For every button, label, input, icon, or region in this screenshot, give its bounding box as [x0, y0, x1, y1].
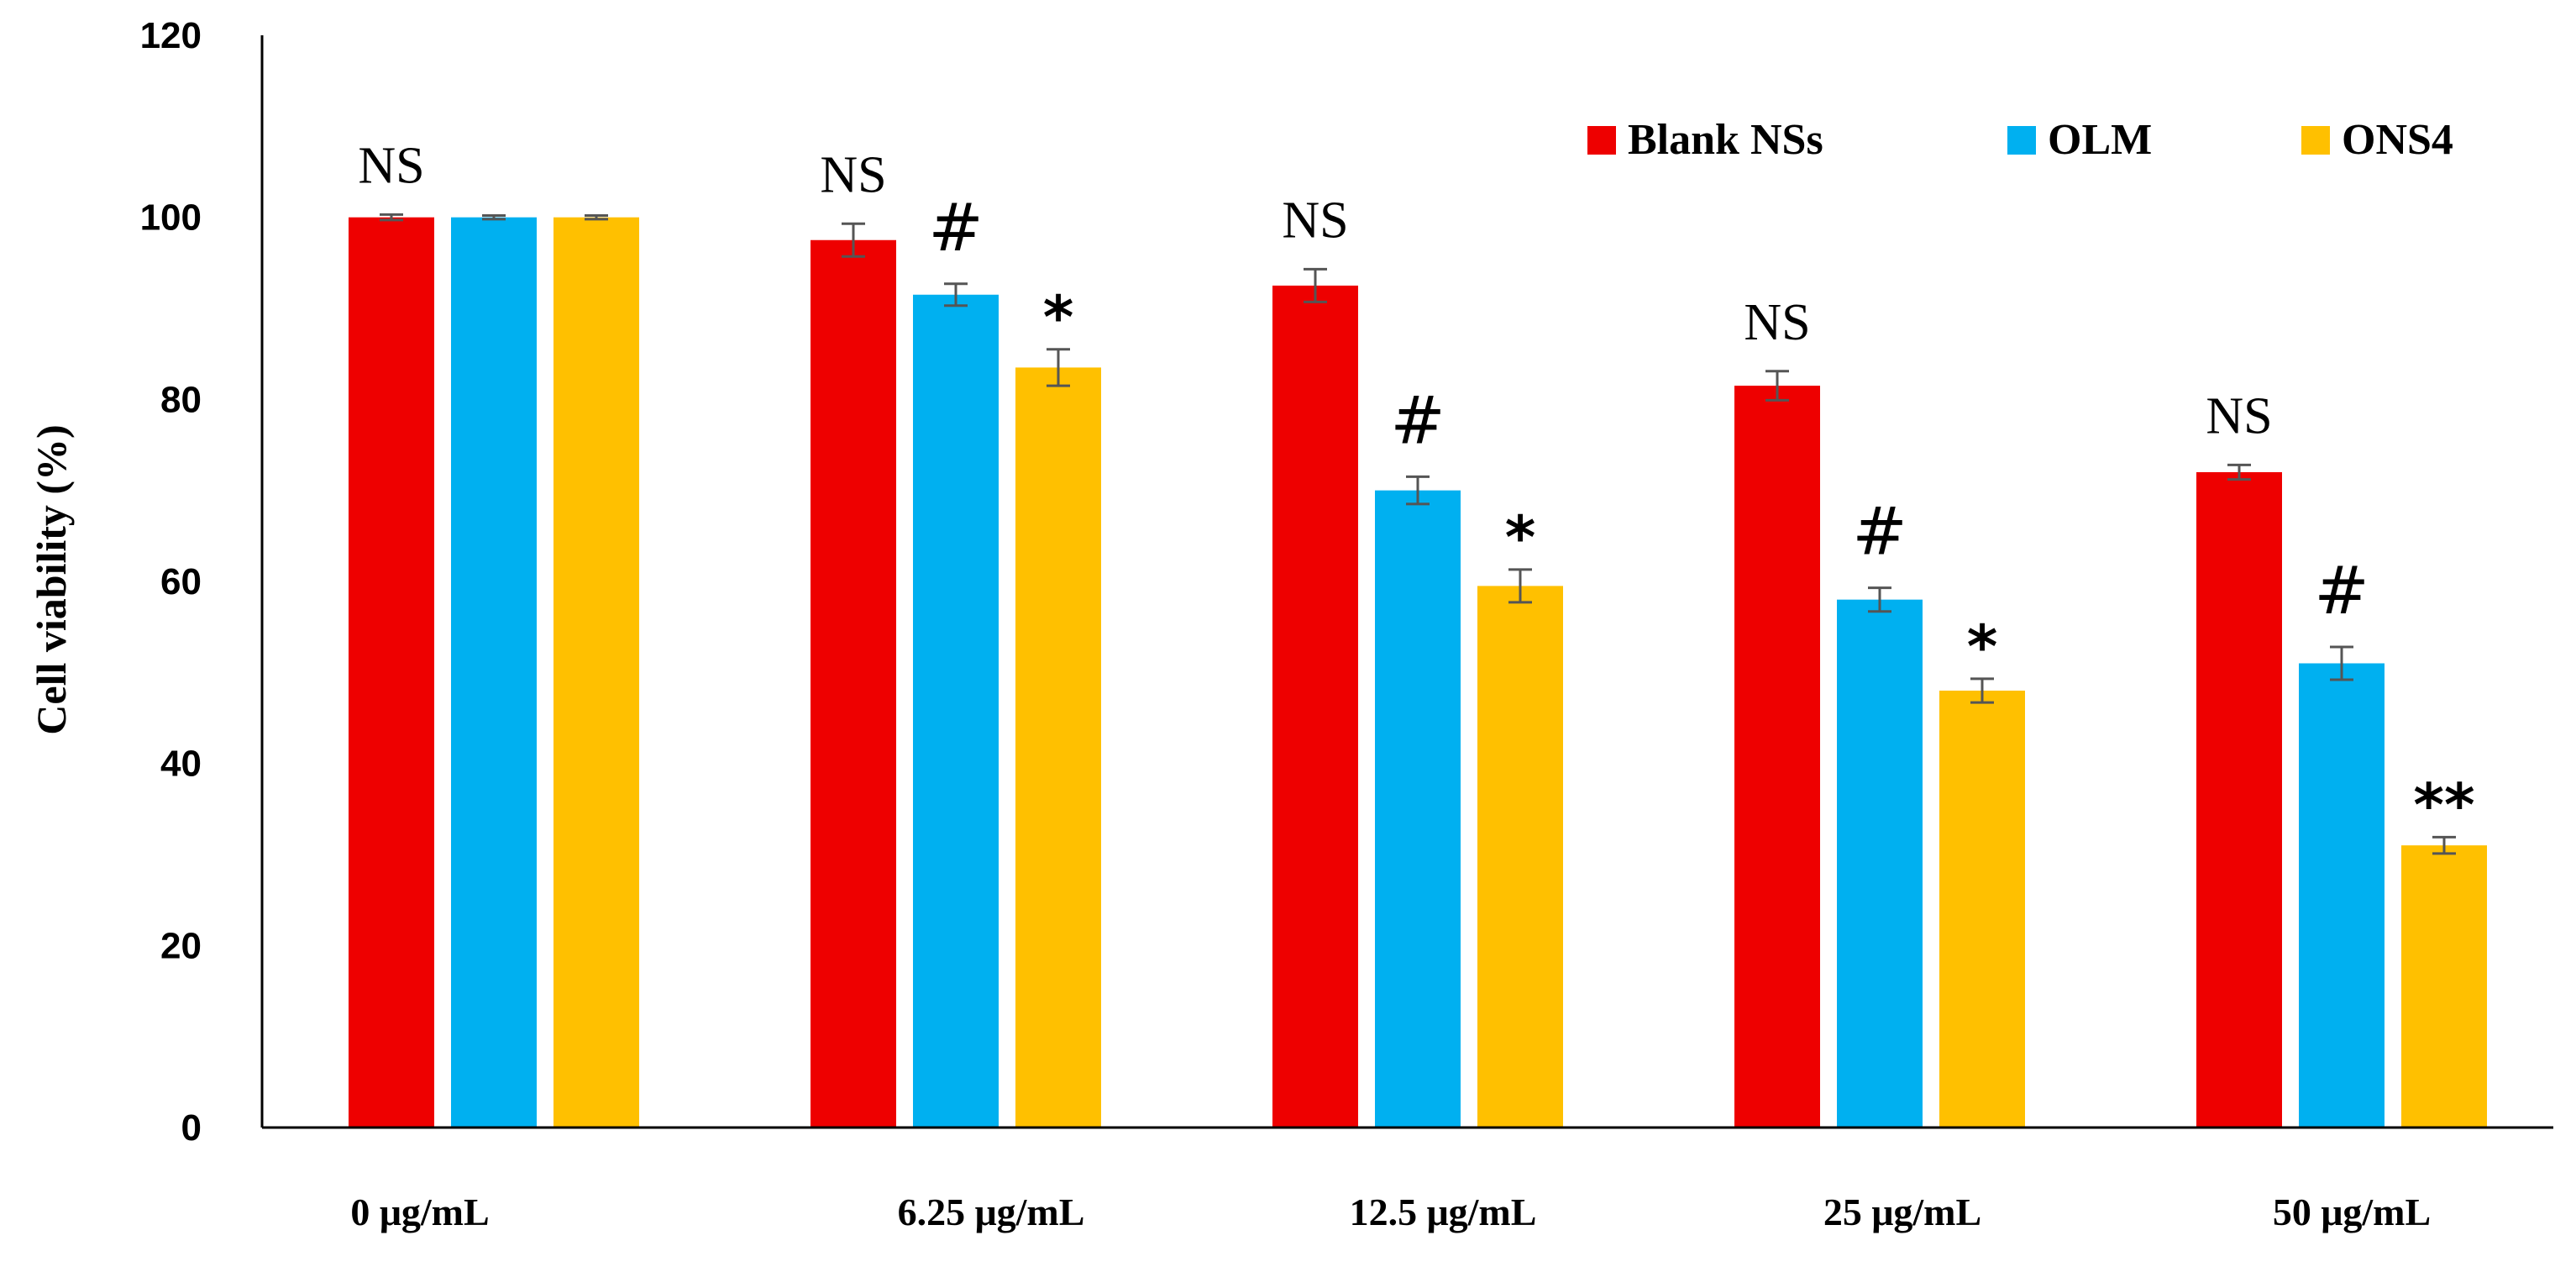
bar-blank-nss: [811, 239, 896, 1128]
legend: Blank NSs OLM ONS4: [1587, 116, 2453, 164]
significance-label: #: [1390, 383, 1445, 459]
significance-label: *: [1043, 283, 1074, 352]
legend-label: Blank NSs: [1628, 116, 1823, 164]
legend-label: OLM: [2048, 116, 2152, 164]
significance-label: #: [928, 191, 983, 266]
bar-ons4: [1015, 367, 1101, 1128]
y-tick-label: 0: [181, 1107, 202, 1149]
y-tick-label: 40: [160, 744, 202, 785]
significance-label: #: [1852, 495, 1907, 570]
y-tick-label: 60: [160, 561, 202, 602]
bar-blank-nss: [349, 217, 434, 1128]
x-tick-label: 25 μg/mL: [1823, 1191, 1981, 1233]
significance-label: #: [2314, 554, 2369, 629]
x-tick-label: 50 μg/mL: [2273, 1191, 2431, 1233]
bar-blank-nss: [2196, 472, 2282, 1128]
x-tick-label: 6.25 μg/mL: [898, 1191, 1085, 1233]
x-tick-label: 12.5 μg/mL: [1350, 1191, 1537, 1233]
bar-blank-nss: [1734, 386, 1820, 1128]
legend-swatch: [2301, 126, 2330, 155]
significance-label: **: [2413, 770, 2474, 839]
bar-olm: [1837, 599, 1923, 1128]
significance-label: *: [1967, 612, 1998, 681]
significance-label: NS: [1282, 192, 1348, 249]
legend-swatch: [1587, 126, 1616, 155]
bar-olm: [1375, 490, 1461, 1128]
significance-label: NS: [820, 146, 886, 203]
y-tick-label: 80: [160, 379, 202, 420]
bar-ons4: [1939, 691, 2025, 1128]
significance-label: *: [1505, 503, 1536, 572]
significance-label: NS: [1744, 294, 1810, 351]
y-axis-ticks: 0 20 40 60 80 100 120: [140, 15, 202, 1149]
bar-ons4: [2401, 845, 2487, 1128]
significance-label: NS: [2206, 387, 2272, 444]
error-bars: [380, 213, 2456, 855]
x-tick-label: 0 μg/mL: [350, 1191, 489, 1233]
bar-ons4: [1477, 586, 1563, 1128]
bars: [349, 217, 2487, 1128]
y-axis-title: Cell viability (%): [28, 424, 75, 734]
y-tick-label: 120: [140, 15, 202, 56]
bar-olm: [913, 294, 999, 1128]
bar-olm: [2299, 663, 2385, 1128]
bar-ons4: [553, 217, 639, 1128]
significance-label: NS: [358, 137, 424, 194]
bar-olm: [451, 217, 537, 1128]
legend-swatch: [2007, 126, 2036, 155]
bar-blank-nss: [1272, 285, 1358, 1128]
y-tick-label: 20: [160, 925, 202, 966]
x-axis-categories: 0 μg/mL 6.25 μg/mL 12.5 μg/mL 25 μg/mL 50 μg…: [350, 1191, 2431, 1233]
y-tick-label: 100: [140, 197, 202, 239]
legend-label: ONS4: [2342, 116, 2453, 164]
